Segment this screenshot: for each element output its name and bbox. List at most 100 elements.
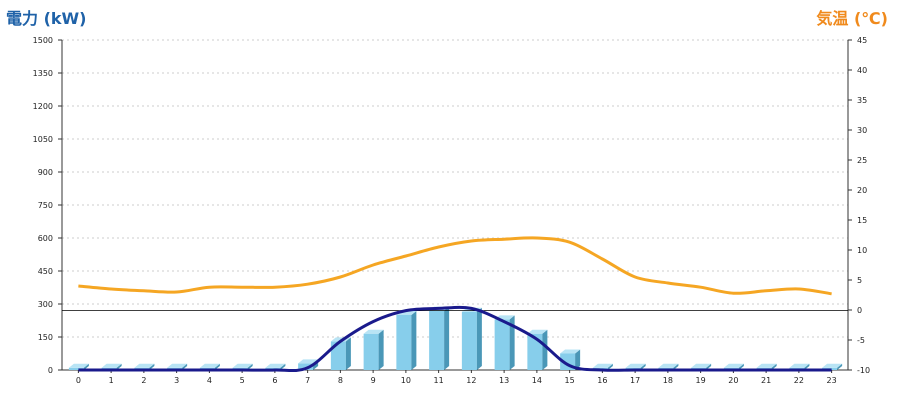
left-axis-title: 電力 (kW)	[6, 9, 87, 28]
bar-side-10	[411, 311, 417, 370]
x-tick-label: 2	[141, 376, 146, 385]
right-tick-label: 35	[857, 96, 867, 105]
x-tick-label: 13	[499, 376, 509, 385]
left-tick-label: 600	[38, 234, 53, 243]
bar-9	[363, 333, 379, 370]
right-tick-label: 0	[857, 306, 862, 315]
bar-side-20	[738, 363, 744, 370]
right-tick-label: 25	[857, 156, 867, 165]
x-tick-label: 3	[174, 376, 179, 385]
bar-side-3	[182, 363, 188, 370]
bar-side-4	[214, 363, 220, 370]
x-tick-label: 22	[794, 376, 804, 385]
left-tick-label: 1350	[33, 69, 53, 78]
bar-side-17	[640, 363, 646, 370]
bar-14	[527, 333, 543, 370]
bar-top-14	[527, 329, 548, 334]
bar-side-21	[771, 363, 777, 370]
bar-10	[396, 315, 412, 370]
right-tick-label: 45	[857, 36, 867, 45]
x-tick-label: 18	[663, 376, 673, 385]
power-line	[78, 305, 832, 373]
bar-top-0	[68, 363, 89, 368]
bar-side-5	[247, 363, 253, 370]
bar-top-15	[560, 349, 581, 354]
x-tick-label: 12	[466, 376, 476, 385]
bar-side-23	[837, 363, 843, 370]
bar-top-22	[789, 363, 810, 368]
bar-top-4	[199, 363, 220, 368]
x-tick-label: 9	[371, 376, 376, 385]
bar-side-18	[673, 363, 679, 370]
bar-top-3	[167, 363, 188, 368]
x-tick-label: 21	[761, 376, 771, 385]
bar-top-17	[625, 363, 646, 368]
bar-side-2	[149, 363, 155, 370]
bar-12	[461, 311, 477, 370]
bar-side-19	[706, 363, 712, 370]
x-tick-label: 4	[207, 376, 212, 385]
left-tick-label: 450	[38, 267, 53, 276]
bar-side-14	[542, 329, 548, 370]
bar-side-8	[345, 337, 351, 370]
bar-side-11	[444, 306, 450, 370]
bar-side-13	[509, 315, 515, 370]
bar-side-12	[476, 307, 482, 370]
bar-top-23	[822, 363, 843, 368]
right-tick-label: 10	[857, 246, 867, 255]
bar-side-1	[116, 363, 122, 370]
left-tick-label: 150	[38, 333, 53, 342]
bar-side-16	[607, 363, 613, 370]
bar-top-6	[265, 363, 286, 368]
x-tick-label: 11	[434, 376, 444, 385]
left-tick-label: 1200	[33, 102, 53, 111]
bar-top-18	[658, 363, 679, 368]
left-tick-label: 750	[38, 201, 53, 210]
bar-side-9	[378, 329, 384, 370]
x-tick-label: 6	[272, 376, 277, 385]
bar-top-21	[756, 363, 777, 368]
bar-top-20	[723, 363, 744, 368]
bar-top-5	[232, 363, 253, 368]
temperature-line	[78, 236, 832, 296]
bar-side-0	[83, 363, 89, 370]
right-tick-label: 15	[857, 216, 867, 225]
right-tick-label: -5	[857, 336, 865, 345]
x-tick-label: 19	[696, 376, 706, 385]
x-tick-label: 0	[76, 376, 81, 385]
bar-top-2	[134, 363, 155, 368]
x-tick-label: 8	[338, 376, 343, 385]
bar-top-7	[298, 359, 319, 364]
x-tick-label: 5	[240, 376, 245, 385]
x-tick-label: 14	[532, 376, 542, 385]
right-tick-label: -10	[857, 366, 870, 375]
bar-8	[330, 341, 346, 370]
bar-side-15	[575, 349, 581, 370]
bar-0	[68, 367, 84, 370]
bar-top-19	[691, 363, 712, 368]
bar-top-1	[101, 363, 122, 368]
x-tick-label: 1	[109, 376, 114, 385]
right-tick-label: 30	[857, 126, 867, 135]
bar-11	[429, 310, 445, 370]
bar-side-22	[804, 363, 810, 370]
right-tick-label: 40	[857, 66, 867, 75]
bar-7	[298, 363, 314, 370]
right-axis-title: 気温 (℃)	[816, 9, 888, 28]
bar-side-6	[280, 363, 286, 370]
x-tick-label: 15	[565, 376, 575, 385]
x-tick-label: 20	[728, 376, 738, 385]
right-tick-label: 20	[857, 186, 867, 195]
bar-13	[494, 319, 510, 370]
right-tick-label: 5	[857, 276, 862, 285]
left-tick-label: 1500	[33, 36, 53, 45]
bar-top-16	[592, 363, 613, 368]
left-tick-label: 0	[48, 366, 53, 375]
bar-top-9	[363, 329, 384, 334]
left-tick-label: 300	[38, 300, 53, 309]
x-tick-label: 23	[827, 376, 837, 385]
left-tick-label: 1050	[33, 135, 53, 144]
x-tick-label: 17	[630, 376, 640, 385]
x-tick-label: 16	[597, 376, 607, 385]
